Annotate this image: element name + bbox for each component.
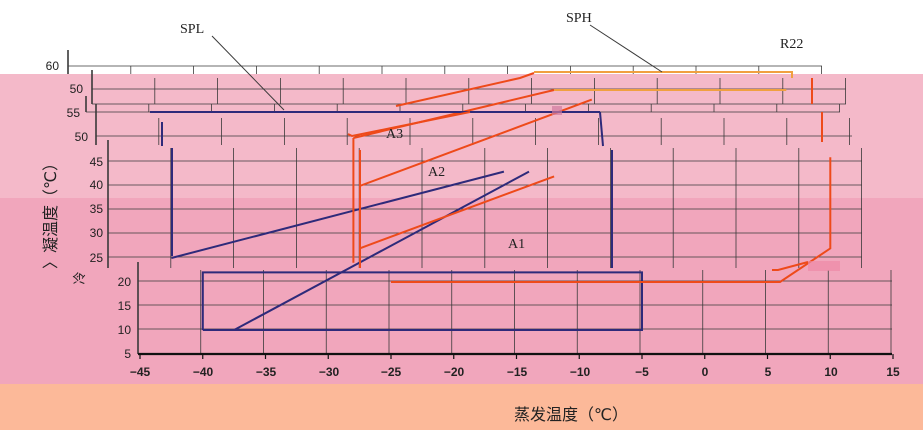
x-axis-label: 蒸发温度（℃） (514, 405, 628, 424)
annotation-a3: A3 (386, 127, 403, 142)
y-tick: 40 (90, 178, 104, 192)
series-line-4 (353, 89, 555, 139)
grid-layer (67, 50, 894, 359)
tick-layer: 60 50 55 50 45 40 35 30 25 20 15 10 5 −4… (46, 59, 900, 379)
y-axis-label: 〉凝温度（℃） (41, 155, 60, 269)
y-tick: 10 (118, 323, 132, 337)
x-tick: −5 (635, 365, 649, 379)
y-tick: 30 (90, 226, 104, 240)
x-tick: 0 (702, 365, 709, 379)
series-line-8 (391, 157, 832, 283)
grid-panel-1 (67, 50, 822, 74)
y-tick: 45 (90, 155, 104, 169)
background-band-top (0, 0, 923, 74)
spl-leader-line (211, 35, 285, 111)
annotation-spl: SPL (180, 22, 204, 37)
x-tick: −20 (444, 365, 465, 379)
y-tick: 60 (46, 59, 60, 73)
y-tick: 20 (118, 275, 132, 289)
annotation-sph: SPH (566, 11, 592, 26)
y-tick: 25 (90, 251, 104, 265)
x-tick: −35 (256, 365, 277, 379)
annotation-a1: A1 (508, 237, 525, 252)
x-tick: −15 (507, 365, 528, 379)
background-band-bottom (0, 384, 923, 430)
y-tick: 50 (75, 130, 89, 144)
annotation-a2: A2 (428, 165, 445, 180)
series-line-2 (233, 170, 530, 331)
y-tick: 50 (70, 82, 84, 96)
grid-panel-2 (91, 70, 846, 105)
sph-leader-line (589, 24, 663, 73)
y-tick: 5 (124, 347, 131, 361)
series-line-6 (359, 175, 555, 250)
overlay-stroke-3 (599, 111, 604, 147)
y-tick: 35 (90, 202, 104, 216)
y-axis-label-fragment: 冷 (73, 271, 88, 284)
marker-block (552, 106, 562, 115)
series-line-3 (201, 271, 643, 331)
overlay-stroke-12 (534, 71, 793, 78)
x-tick: −40 (193, 365, 214, 379)
overlay-stroke-8 (395, 72, 535, 107)
overlay-stroke-7 (347, 111, 471, 138)
x-tick: 15 (886, 365, 900, 379)
grid-panel-6 (137, 262, 892, 354)
x-tick: −30 (319, 365, 340, 379)
x-tick: −45 (130, 365, 151, 379)
series-layer (150, 71, 832, 331)
x-tick: 5 (765, 365, 772, 379)
annotation-r22: R22 (780, 37, 803, 52)
x-tick: −10 (570, 365, 591, 379)
grid-panel-5 (107, 140, 862, 268)
y-tick: 15 (118, 299, 132, 313)
x-tick: −25 (381, 365, 402, 379)
grid-panel-4 (95, 104, 852, 145)
x-tick: 10 (824, 365, 838, 379)
overlay-stroke-11 (772, 261, 809, 271)
series-line-1 (171, 170, 505, 259)
marker-block (808, 261, 840, 271)
y-tick: 55 (67, 106, 81, 120)
